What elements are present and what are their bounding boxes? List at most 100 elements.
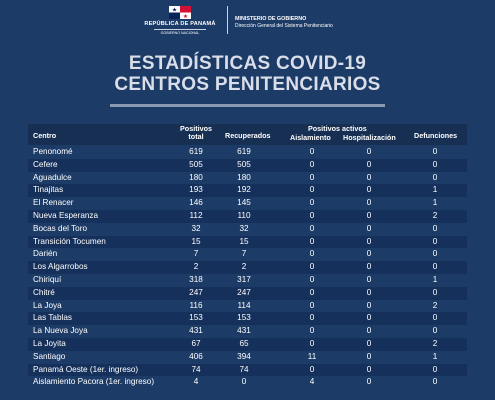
cell-hospitalizacion: 0 <box>366 236 372 246</box>
cell-aislamiento: 0 <box>309 300 315 310</box>
cell-positivos-total: 4 <box>193 377 199 387</box>
ministerio-block: MINISTERIO DE GOBIERNO Dirección General… <box>235 16 333 29</box>
cell-centro: La Nueva Joya <box>33 326 88 336</box>
header-positivos-line1: Positivos <box>180 124 212 133</box>
cell-recuperados: 0 <box>241 377 247 387</box>
republica-logo: REPÚBLICA DE PANAMÁ GOBIERNO NACIONAL <box>140 6 220 36</box>
cell-positivos-total: 193 <box>189 185 203 195</box>
cell-hospitalizacion: 0 <box>366 338 372 348</box>
cell-aislamiento: 0 <box>309 210 315 220</box>
cell-aislamiento: 0 <box>309 147 315 156</box>
cell-hospitalizacion: 0 <box>366 172 372 182</box>
cell-positivos-total: 112 <box>189 210 203 220</box>
cell-defunciones: 0 <box>432 159 438 169</box>
cell-aislamiento: 0 <box>309 274 315 284</box>
cell-hospitalizacion: 0 <box>366 377 372 387</box>
cell-defunciones: 2 <box>432 338 438 348</box>
cell-centro: Nueva Esperanza <box>33 210 99 220</box>
table-header: Centro Positivos total Recuperados Posit… <box>28 124 467 145</box>
cell-recuperados: 65 <box>239 338 249 348</box>
cell-defunciones: 0 <box>432 172 438 182</box>
cell-positivos-total: 7 <box>193 249 199 259</box>
cell-recuperados: 114 <box>237 300 251 310</box>
cell-hospitalizacion: 0 <box>366 300 372 310</box>
cell-centro: Transición Tocumen <box>33 236 106 246</box>
cell-centro: El Renacer <box>33 198 74 208</box>
cell-defunciones: 0 <box>432 377 438 387</box>
cell-recuperados: 431 <box>237 326 251 336</box>
cell-defunciones: 0 <box>432 236 438 246</box>
cell-recuperados: 2 <box>241 262 247 272</box>
cell-positivos-total: 153 <box>189 313 203 323</box>
cell-hospitalizacion: 0 <box>366 249 372 259</box>
cell-centro: Panamá Oeste (1er. ingreso) <box>33 364 139 374</box>
cell-positivos-total: 2 <box>193 262 199 272</box>
cell-centro: Cefere <box>33 159 58 169</box>
cell-centro: Chitré <box>33 287 55 297</box>
cell-hospitalizacion: 0 <box>366 147 372 156</box>
cell-defunciones: 0 <box>432 262 438 272</box>
cell-aislamiento: 0 <box>309 198 315 208</box>
cell-recuperados: 619 <box>237 147 251 156</box>
cell-positivos-total: 431 <box>189 326 203 336</box>
cell-defunciones: 1 <box>432 198 438 208</box>
cell-defunciones: 0 <box>432 147 438 156</box>
cell-aislamiento: 0 <box>309 249 315 259</box>
cell-hospitalizacion: 0 <box>366 313 372 323</box>
cell-centro: Tinajitas <box>33 185 64 195</box>
header-bar: REPÚBLICA DE PANAMÁ GOBIERNO NACIONAL MI… <box>0 0 495 40</box>
table-row: Panamá Oeste (1er. ingreso) 74 74 0 0 0 <box>28 363 467 377</box>
page-title: ESTADÍSTICAS COVID-19 CENTROS PENITENCIA… <box>0 53 495 95</box>
header-positivos-total: Positivos total <box>178 125 214 141</box>
cell-aislamiento: 0 <box>309 185 315 195</box>
cell-positivos-total: 32 <box>191 223 201 233</box>
cell-centro: La Joya <box>33 300 62 310</box>
cell-hospitalizacion: 0 <box>366 351 372 361</box>
table-row: Nueva Esperanza 112 110 0 0 2 <box>28 209 467 223</box>
cell-positivos-total: 318 <box>189 274 203 284</box>
cell-aislamiento: 4 <box>309 377 315 387</box>
cell-defunciones: 0 <box>432 223 438 233</box>
table-row: El Renacer 146 145 0 0 1 <box>28 197 467 210</box>
cell-centro: Los Algarrobos <box>33 262 88 272</box>
cell-defunciones: 0 <box>432 326 438 336</box>
cell-recuperados: 7 <box>241 249 247 259</box>
cell-aislamiento: 0 <box>309 313 315 323</box>
cell-defunciones: 1 <box>432 274 438 284</box>
cell-centro: Chiriquí <box>33 274 62 284</box>
cell-recuperados: 110 <box>237 210 251 220</box>
cell-hospitalizacion: 0 <box>366 274 372 284</box>
cell-defunciones: 0 <box>432 287 438 297</box>
cell-defunciones: 2 <box>432 210 438 220</box>
table-row: Tinajitas 193 192 0 0 1 <box>28 184 467 198</box>
cell-defunciones: 1 <box>432 185 438 195</box>
cell-positivos-total: 180 <box>189 172 203 182</box>
cell-aislamiento: 0 <box>309 262 315 272</box>
cell-aislamiento: 0 <box>309 364 315 374</box>
cell-hospitalizacion: 0 <box>366 326 372 336</box>
cell-aislamiento: 0 <box>309 159 315 169</box>
cell-positivos-total: 116 <box>189 300 203 310</box>
cell-aislamiento: 0 <box>309 223 315 233</box>
cell-recuperados: 247 <box>237 287 251 297</box>
cell-recuperados: 32 <box>239 223 249 233</box>
gobierno-nacional-label: GOBIERNO NACIONAL <box>154 29 206 36</box>
cell-hospitalizacion: 0 <box>366 210 372 220</box>
header-recuperados: Recuperados <box>225 131 271 140</box>
cell-hospitalizacion: 0 <box>366 364 372 374</box>
cell-positivos-total: 619 <box>189 147 203 156</box>
cell-positivos-total: 146 <box>189 198 203 208</box>
cell-defunciones: 0 <box>432 364 438 374</box>
cell-hospitalizacion: 0 <box>366 185 372 195</box>
table-row: Darién 7 7 0 0 0 <box>28 248 467 261</box>
cell-recuperados: 317 <box>237 274 251 284</box>
cell-hospitalizacion: 0 <box>366 223 372 233</box>
cell-aislamiento: 0 <box>309 236 315 246</box>
cell-recuperados: 192 <box>237 185 251 195</box>
title-line-1: ESTADÍSTICAS COVID-19 <box>128 53 367 74</box>
table-row: Chiriquí 318 317 0 0 1 <box>28 274 467 287</box>
table-row: Aislamiento Pacora (1er. ingreso) 4 0 4 0 0 <box>28 376 467 389</box>
cell-defunciones: 0 <box>432 313 438 323</box>
cell-defunciones: 0 <box>432 249 438 259</box>
header-positivos-activos: Positivos activos <box>308 124 367 133</box>
